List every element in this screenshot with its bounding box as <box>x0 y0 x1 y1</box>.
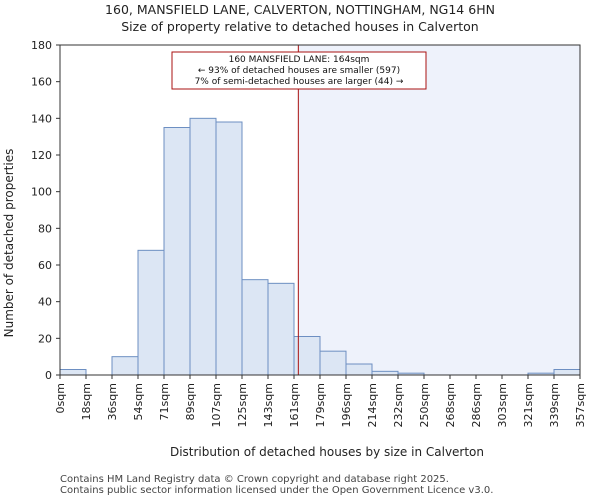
x-tick-label: 179sqm <box>314 383 327 427</box>
x-tick-label: 143sqm <box>262 383 275 427</box>
x-ticks: 0sqm 18sqm 36sqm 54sqm 71sqm 89sqm 107sqm 125sq… <box>54 375 587 427</box>
x-tick-label: 54sqm <box>132 383 145 420</box>
annotation-line-2: ← 93% of detached houses are smaller (59… <box>198 66 400 76</box>
bar-339sqm <box>553 369 581 376</box>
x-tick-label: 107sqm <box>210 383 223 427</box>
x-tick-label: 0sqm <box>54 383 67 413</box>
x-tick-label: 36sqm <box>106 383 119 420</box>
y-tick-label: 60 <box>38 259 52 272</box>
chart-title: 160, MANSFIELD LANE, CALVERTON, NOTTINGH… <box>105 2 495 17</box>
bar-89sqm <box>189 117 217 376</box>
x-tick-label: 18sqm <box>80 383 93 420</box>
x-tick-label: 321sqm <box>522 383 535 427</box>
y-axis-label: Number of detached properties <box>2 149 16 338</box>
y-tick-label: 0 <box>45 369 52 382</box>
footer-copyright: Contains HM Land Registry data © Crown c… <box>60 474 449 485</box>
x-tick-label: 196sqm <box>340 383 353 427</box>
footer-licence: Contains public sector information licen… <box>60 485 494 496</box>
x-tick-label: 286sqm <box>470 383 483 427</box>
bar-36sqm <box>111 356 139 376</box>
y-tick-label: 140 <box>31 112 52 125</box>
x-tick-label: 214sqm <box>366 383 379 427</box>
x-tick-label: 339sqm <box>548 383 561 427</box>
y-tick-label: 80 <box>38 222 52 235</box>
y-tick-label: 40 <box>38 296 52 309</box>
x-tick-label: 303sqm <box>496 383 509 427</box>
annotation-line-1: 160 MANSFIELD LANE: 164sqm <box>229 55 370 65</box>
x-tick-label: 71sqm <box>158 383 171 420</box>
bar-143sqm <box>267 282 295 376</box>
x-tick-label: 250sqm <box>418 383 431 427</box>
x-tick-label: 268sqm <box>444 383 457 427</box>
x-tick-label: 357sqm <box>574 383 587 427</box>
bar-107sqm <box>215 121 243 376</box>
x-tick-label: 125sqm <box>236 383 249 427</box>
bar-0sqm <box>59 369 87 376</box>
y-tick-label: 120 <box>31 149 52 162</box>
y-tick-label: 100 <box>31 186 52 199</box>
bar-179sqm <box>319 350 347 376</box>
y-tick-label: 160 <box>31 76 52 89</box>
x-axis-label: Distribution of detached houses by size … <box>170 445 484 459</box>
highlight-region <box>298 45 580 375</box>
bar-214sqm <box>371 370 399 376</box>
bar-125sqm <box>241 279 269 376</box>
plot-background <box>298 45 580 375</box>
bar-71sqm <box>163 127 191 376</box>
y-ticks: 0 20 40 60 80 100 120 140 160 180 <box>31 39 60 382</box>
x-tick-label: 89sqm <box>184 383 197 420</box>
y-tick-label: 20 <box>38 332 52 345</box>
annotation-box: 160 MANSFIELD LANE: 164sqm ← 93% of deta… <box>171 51 427 90</box>
y-tick-label: 180 <box>31 39 52 52</box>
bar-196sqm <box>345 363 373 376</box>
bar-54sqm <box>137 249 165 376</box>
bars-group <box>59 117 581 376</box>
chart-subtitle: Size of property relative to detached ho… <box>121 19 478 34</box>
x-tick-label: 161sqm <box>288 383 301 427</box>
annotation-line-3: 7% of semi-detached houses are larger (4… <box>195 77 404 87</box>
x-tick-label: 232sqm <box>392 383 405 427</box>
